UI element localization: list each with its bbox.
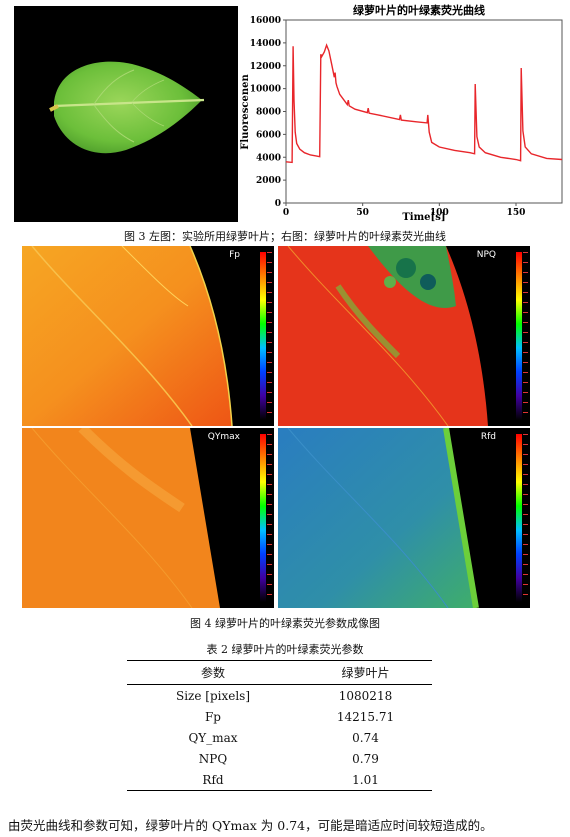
rfd-colorbar (516, 434, 522, 602)
leaf-illustration (49, 61, 205, 154)
figure3-caption: 图 3 左图：实验所用绿萝叶片；右图：绿萝叶片的叶绿素荧光曲线 (124, 230, 446, 243)
x-axis: 0 50 100 150 (283, 203, 526, 218)
y-tick-label: 6000 (256, 130, 281, 140)
qymax-map: QYmax (22, 428, 274, 608)
table-cell: Size [pixels] (175, 688, 251, 703)
qymax-image (22, 428, 220, 608)
fp-label: Fp (229, 250, 240, 260)
figure4-caption: 图 4 绿萝叶片的叶绿素荧光参数成像图 (190, 617, 380, 630)
rfd-map: Rfd (278, 428, 530, 608)
table-cell: QY_max (188, 730, 238, 745)
table2-caption: 表 2 绿萝叶片的叶绿素荧光参数 (206, 643, 364, 656)
chart-title: 绿萝叶片的叶绿素荧光曲线 (353, 3, 485, 17)
fp-image (22, 246, 233, 426)
y-axis: 0 2000 4000 6000 8000 10000 12000 14000 16000 (250, 16, 286, 209)
y-axis-label: Fluorescenen (240, 74, 251, 150)
header-value: 绿萝叶片 (298, 660, 432, 685)
table-cell: 1080218 (338, 688, 393, 703)
y-tick-label: 8000 (256, 108, 281, 118)
table-row: Fp 14215.71 (127, 706, 432, 727)
table-row: Size [pixels] 1080218 (127, 685, 432, 707)
y-tick-label: 4000 (256, 153, 281, 163)
body-paragraph: 由荧光曲线和参数可知，绿萝叶片的 QYmax 为 0.74，可能是暗适应时间较短… (8, 818, 493, 833)
y-tick-label: 0 (275, 199, 281, 209)
qymax-colorbar (260, 434, 266, 602)
rfd-image (278, 428, 479, 608)
x-tick-label: 100 (430, 208, 449, 218)
fp-colorbar-ticks (267, 252, 272, 420)
npq-colorbar-ticks (523, 252, 528, 420)
y-tick-label: 10000 (250, 85, 281, 95)
npq-map: NPQ (278, 246, 530, 426)
x-tick-label: 150 (507, 208, 526, 218)
y-tick-label: 14000 (250, 39, 281, 49)
npq-image (278, 246, 488, 426)
table-cell: 14215.71 (336, 709, 395, 724)
qymax-colorbar-ticks (267, 434, 272, 602)
fp-colorbar (260, 252, 266, 420)
fluorescence-curve (285, 43, 563, 164)
x-tick-label: 0 (283, 208, 289, 218)
header-parameter: 参数 (127, 660, 299, 685)
fp-map: Fp (22, 246, 274, 426)
qymax-label: QYmax (207, 432, 240, 442)
y-tick-label: 2000 (256, 176, 281, 186)
rfd-label: Rfd (480, 432, 496, 442)
table-cell: 1.01 (298, 769, 432, 791)
y-tick-label: 12000 (250, 62, 281, 72)
table-row: Rfd 1.01 (127, 769, 432, 791)
table-row: NPQ 0.79 (127, 748, 432, 769)
y-tick-label: 16000 (250, 16, 281, 26)
leaf-photo (14, 6, 238, 222)
parameters-table: 参数 绿萝叶片 Size [pixels] 1080218 Fp 14215.7… (127, 660, 432, 791)
table-cell: 0.79 (352, 751, 379, 766)
table-cell: Fp (204, 709, 221, 724)
table-row: QY_max 0.74 (127, 727, 432, 748)
table-cell: Rfd (127, 769, 299, 791)
fluorescence-chart: 绿萝叶片的叶绿素荧光曲线 0 2000 4000 6000 8000 10000 12000… (240, 3, 563, 223)
x-tick-label: 50 (356, 208, 369, 218)
table-header-row: 参数 绿萝叶片 (127, 660, 432, 685)
x-axis-label: Time[s] (402, 212, 445, 223)
rfd-colorbar-ticks (523, 434, 528, 602)
table-cell: NPQ (198, 751, 228, 766)
npq-label: NPQ (476, 250, 496, 260)
npq-colorbar (516, 252, 522, 420)
table-cell: 0.74 (352, 730, 379, 745)
